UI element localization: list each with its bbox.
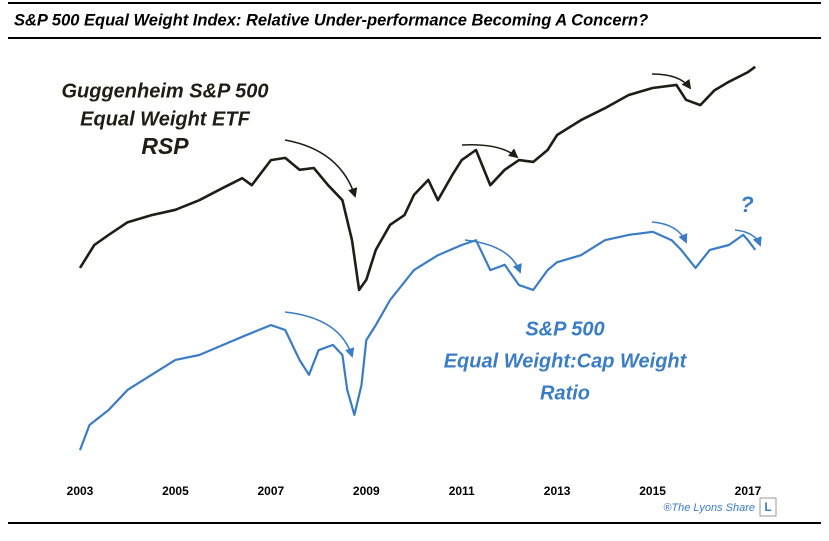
- arrows-rsp: [284, 73, 692, 198]
- x-tick-label: 2003: [67, 484, 94, 498]
- series-label: Ratio: [540, 382, 590, 404]
- x-tick-label: 2013: [544, 484, 571, 498]
- x-tick-label: 2017: [735, 484, 762, 498]
- question-mark: ?: [740, 192, 753, 217]
- series-label: Guggenheim S&P 500: [61, 80, 268, 102]
- series-line: [78, 65, 756, 292]
- credit: ®The Lyons Share: [663, 502, 755, 514]
- logo-box: [759, 497, 777, 517]
- logo: L: [764, 500, 771, 514]
- x-tick-label: 2005: [162, 484, 189, 498]
- x-tick-label: 2009: [353, 484, 380, 498]
- series-label: S&P 500: [525, 318, 604, 340]
- arrows-ratio: [284, 221, 762, 358]
- series-label: Equal Weight:Cap Weight: [444, 350, 688, 372]
- chart-title: S&P 500 Equal Weight Index: Relative Und…: [14, 11, 648, 29]
- series-label: RSP: [141, 133, 189, 159]
- x-tick-label: 2011: [449, 484, 475, 498]
- series-line: [78, 230, 757, 451]
- x-tick-label: 2007: [258, 484, 285, 498]
- series-label: Equal Weight ETF: [80, 108, 250, 130]
- x-tick-label: 2015: [639, 484, 666, 498]
